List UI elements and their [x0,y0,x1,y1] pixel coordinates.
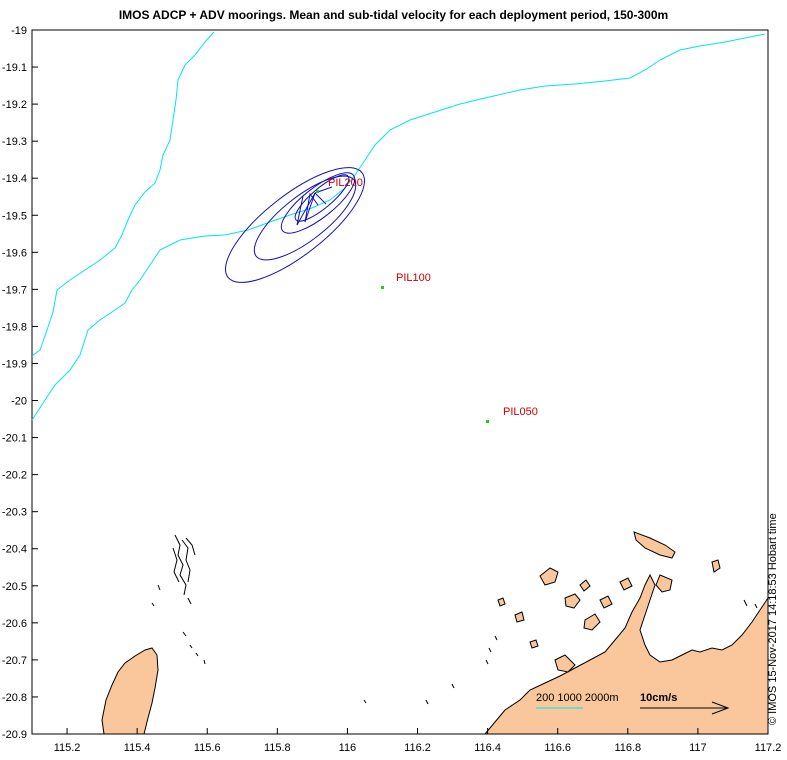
island-barrow [101,647,159,735]
island-small-10 [529,639,539,649]
y-tick-label: -19.3 [2,136,27,148]
label-pil100: PIL100 [396,272,431,284]
moorings: PIL200 PIL100 PIL050 [316,177,538,423]
y-tick-label: -19.6 [2,247,27,259]
island-cape [633,531,676,559]
velocity-vector [314,192,327,205]
x-tick-label: 116 [339,742,357,754]
y-tick-label: -20 [11,396,27,408]
montebello-islands [151,534,758,705]
x-tick-label: 115.4 [124,742,151,754]
island-small-4 [579,579,591,592]
credit-text: © IMOS 15-Nov-2017 14:18:53 Hobart time [767,513,779,725]
x-tick-label: 115.8 [264,742,291,754]
island-small-11 [497,597,506,607]
y-tick-label: -20.8 [2,692,27,704]
isobaths [31,31,766,421]
x-tick-label: 116.2 [404,742,431,754]
x-axis: 115.2 115.4 115.6 115.8 116 116.2 116.4 116.6 11… [54,728,782,754]
y-tick-label: -19.4 [2,173,27,185]
y-tick-label: -19.2 [2,99,27,111]
velocity-scale-label: 10cm/s [640,692,677,704]
y-tick-label: -19.9 [2,358,27,370]
y-tick-label: -20.5 [2,581,27,593]
marker-pil050 [486,420,489,423]
y-tick-label: -20.1 [2,433,27,445]
isobath-1000m [31,33,766,421]
velocity-scale-arrowhead [711,701,730,715]
island-small-5 [599,595,613,609]
label-pil200: PIL200 [328,177,363,189]
x-tick-label: 116.8 [614,742,641,754]
island-small-6 [711,559,721,573]
velocity-vector [296,192,319,226]
coastline [101,531,769,735]
y-tick-label: -20.3 [2,507,27,519]
ellipse-deployment-1 [225,167,365,283]
ellipse-deployment-2 [253,175,357,261]
marker-pil100 [381,286,384,289]
island-small-2 [564,593,581,609]
y-axis: -19 -19.1 -19.2 -19.3 -19.4 -19.5 -19.6 -19.7 -1… [2,25,38,741]
x-tick-label: 116.4 [474,742,501,754]
map-title: IMOS ADCP + ADV moorings. Mean and sub-t… [118,8,669,22]
isobath-200m [31,31,215,357]
y-tick-label: -20.9 [2,729,27,741]
y-tick-label: -20.2 [2,470,27,482]
mainland [483,573,769,735]
isobath-legend-label: 200 1000 2000m [536,692,619,704]
x-tick-label: 117 [689,742,707,754]
y-tick-label: -19.7 [2,284,27,296]
island-east [655,574,673,593]
island-small-1 [539,567,559,586]
marker-pil200 [316,190,319,193]
x-tick-label: 117.2 [755,742,782,754]
y-tick-label: -19.1 [2,62,27,74]
y-tick-label: -20.6 [2,618,27,630]
y-tick-label: -19.5 [2,210,27,222]
label-pil050: PIL050 [503,406,538,418]
x-tick-label: 115.6 [194,742,221,754]
island-small-3 [583,613,601,631]
ellipse-deployment-3 [280,172,356,234]
x-tick-label: 116.6 [544,742,571,754]
y-tick-label: -20.7 [2,655,27,667]
map-legend: 200 1000 2000m 10cm/s [536,692,730,715]
island-small-8 [554,654,576,673]
island-small-9 [514,611,525,623]
ellipse-deployment-4 [294,174,350,222]
y-tick-label: -20.4 [2,544,27,556]
y-tick-label: -19.8 [2,321,27,333]
velocity-vector [296,192,316,226]
plot-frame [31,29,769,735]
x-tick-label: 115.2 [54,742,81,754]
y-tick-label: -19 [11,25,27,37]
island-small-7 [619,577,633,591]
